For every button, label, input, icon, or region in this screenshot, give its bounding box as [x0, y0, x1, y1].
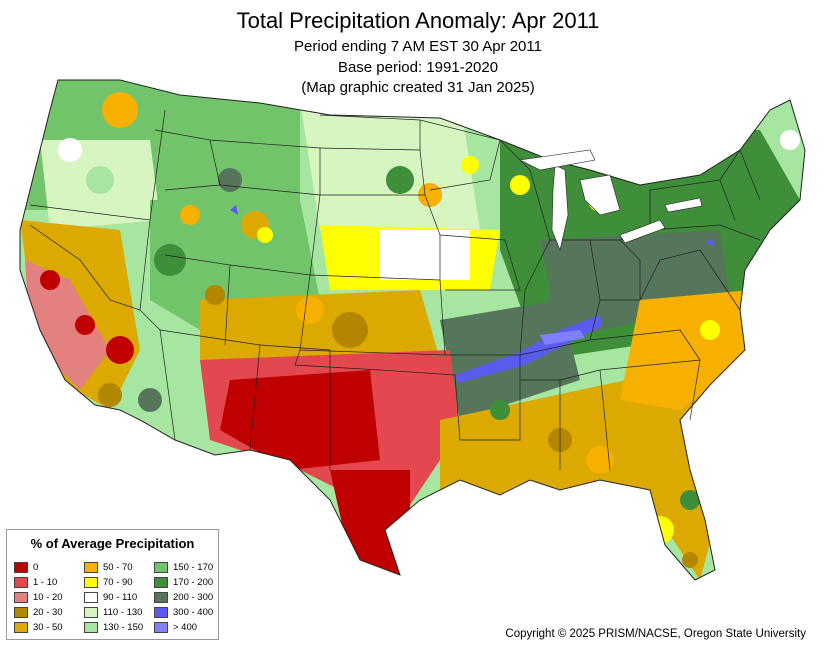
ohio-valley-very-wet-zone [540, 230, 730, 340]
legend-swatch [14, 622, 28, 633]
legend-label: 90 - 110 [103, 592, 138, 603]
legend-swatch [14, 562, 28, 573]
legend-label: 200 - 300 [173, 592, 214, 603]
lake-erie [619, 219, 666, 244]
legend-label: > 400 [173, 622, 198, 633]
map-title: Total Precipitation Anomaly: Apr 2011 [236, 8, 600, 33]
legend-label: 10 - 20 [33, 592, 63, 603]
lake-ontario [664, 197, 703, 213]
legend-swatch [14, 607, 28, 618]
legend-label: 150 - 170 [173, 562, 214, 573]
legend-swatch [84, 562, 98, 573]
legend-swatch [84, 607, 98, 618]
legend-swatch [154, 592, 168, 603]
legend-label: 300 - 400 [173, 607, 214, 618]
legend-swatch [84, 622, 98, 633]
legend-label: 130 - 150 [103, 622, 144, 633]
california-very-dry-zone [25, 260, 110, 390]
state-boundaries [19, 79, 806, 581]
legend-swatch [84, 592, 98, 603]
legend-label: 110 - 130 [103, 607, 143, 618]
legend-label: 70 - 90 [103, 577, 133, 588]
northern-plains-zone [300, 100, 480, 230]
legend-swatch [154, 577, 168, 588]
lake-superior [519, 149, 596, 171]
over-400-percent-patch [540, 330, 585, 345]
copyright-notice: Copyright © 2025 PRISM/NACSE, Oregon Sta… [505, 628, 806, 640]
legend-swatch [154, 562, 168, 573]
legend-label: 170 - 200 [173, 577, 214, 588]
near-normal-zone [380, 230, 470, 280]
legend-label: 1 - 10 [33, 577, 58, 588]
legend: % of Average Precipitation 0 1 - 10 10 -… [6, 529, 219, 640]
carolinas-dry-zone [620, 290, 750, 410]
legend-label: 20 - 30 [33, 607, 63, 618]
west-texas-no-rain-zone [220, 370, 380, 470]
legend-swatch [84, 577, 98, 588]
legend-label: 50 - 70 [103, 562, 133, 573]
legend-swatch [14, 592, 28, 603]
legend-swatch [154, 607, 168, 618]
lake-michigan [551, 164, 569, 252]
legend-label: 0 [33, 562, 39, 573]
map-subtitle-period: Period ending 7 AM EST 30 Apr 2011 [294, 38, 542, 55]
legend-swatch [14, 577, 28, 588]
great-lakes [519, 149, 703, 252]
map-subtitle-base: Base period: 1991-2020 [337, 59, 499, 76]
map-subtitle-created: (Map graphic created 31 Jan 2025) [301, 79, 535, 96]
legend-swatch [154, 622, 168, 633]
legend-label: 30 - 50 [33, 622, 63, 633]
anomaly-field [20, 80, 805, 580]
lake-huron [579, 174, 621, 216]
legend-title: % of Average Precipitation [30, 536, 195, 551]
